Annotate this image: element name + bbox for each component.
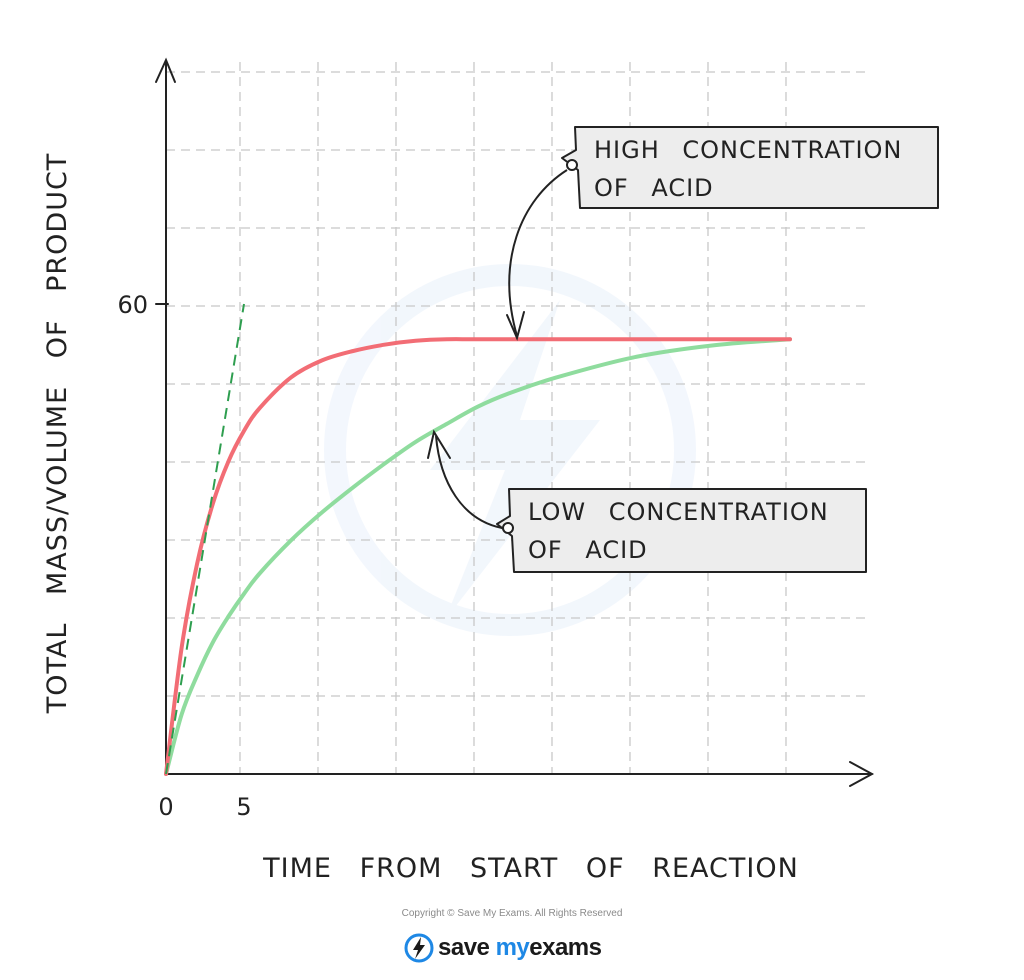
callout-high-box	[561, 126, 939, 209]
callout-low-arrowhead	[427, 429, 451, 459]
callout-high-pin	[566, 159, 578, 171]
callout-high-line-1: HIGH CONCENTRATION	[594, 136, 902, 164]
callout-high-arrowhead	[506, 311, 525, 342]
callout-high-pointer	[508, 169, 568, 337]
callout-low-box	[496, 488, 867, 573]
axes	[155, 57, 875, 787]
series-line-high-concentration	[164, 337, 792, 776]
brand-word-exams: exams	[529, 934, 602, 961]
series-layer	[164, 337, 792, 776]
series-line-low-concentration	[164, 337, 792, 776]
copyright-notice: Copyright © Save My Exams. All Rights Re…	[401, 908, 623, 919]
x-tick-label: 5	[236, 793, 251, 821]
brand-logo[interactable]: save myexams	[404, 930, 602, 966]
x-axis-arrowhead	[849, 761, 875, 787]
y-tick-label: 60	[117, 291, 148, 319]
brand-word-my: my	[495, 934, 530, 961]
y-axis-label: TOTAL MASS/VOLUME OF PRODUCT	[42, 153, 73, 715]
brand-name: save myexams	[438, 934, 602, 962]
x-tick-label: 0	[158, 793, 173, 821]
callout-low-line-2: OF ACID	[528, 536, 648, 564]
callout-low-pointer	[435, 435, 503, 529]
y-axis-arrowhead	[155, 57, 176, 83]
callout-high-line-2: OF ACID	[594, 174, 714, 202]
initial-rate-tangent	[165, 303, 245, 775]
brand-word-save: save	[438, 934, 490, 961]
tangent-layer	[165, 303, 245, 775]
tick-labels: 0 5 60	[117, 291, 251, 821]
callout-low-pin	[502, 522, 514, 534]
callout-low: LOW CONCENTRATION OF ACID	[427, 429, 867, 573]
lightning-bolt-icon	[404, 933, 434, 963]
grid	[166, 62, 868, 774]
callout-low-line-1: LOW CONCENTRATION	[528, 498, 829, 526]
callout-high: HIGH CONCENTRATION OF ACID	[506, 126, 939, 342]
x-axis-label: TIME FROM START OF REACTION	[262, 853, 799, 884]
